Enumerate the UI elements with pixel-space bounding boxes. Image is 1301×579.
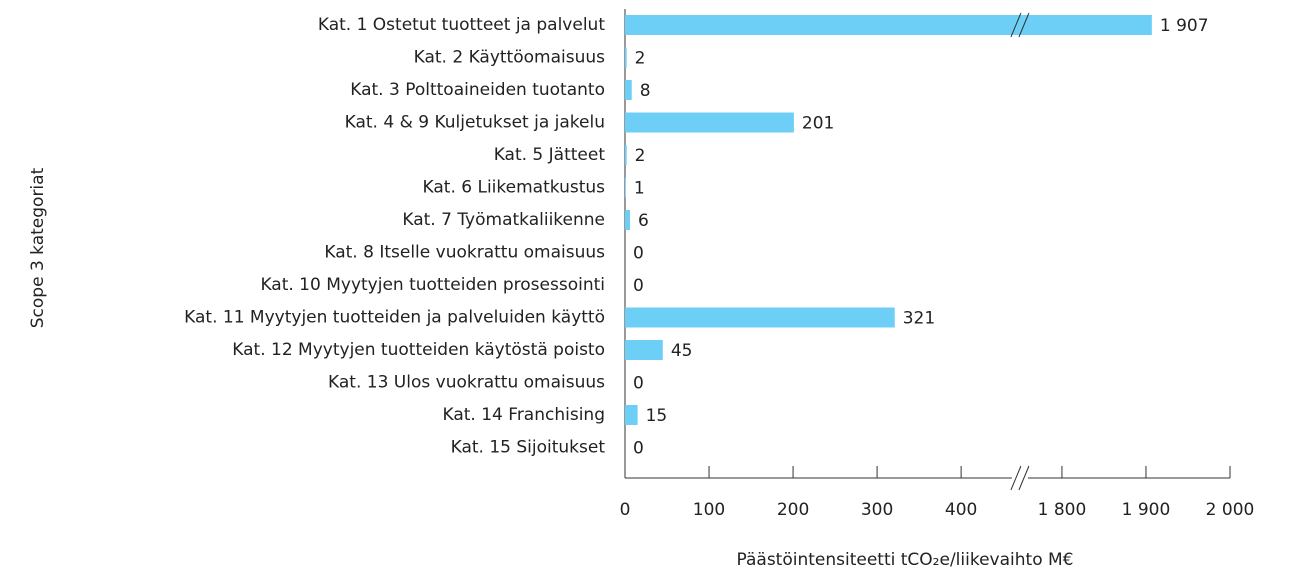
y-tick-label: Kat. 15 Sijoitukset	[451, 438, 606, 458]
value-label: 1	[634, 179, 645, 199]
axis-break	[1010, 12, 1022, 38]
value-label: 15	[646, 406, 668, 426]
y-tick-label: Kat. 3 Polttoaineiden tuotanto	[350, 80, 605, 100]
value-label: 0	[633, 276, 644, 296]
y-tick-label: Kat. 5 Jätteet	[494, 145, 606, 165]
axis-break	[1018, 12, 1030, 38]
x-tick-label: 400	[945, 500, 977, 520]
value-label: 2	[635, 146, 646, 166]
value-label: 2	[635, 49, 646, 69]
y-tick-label: Kat. 12 Myytyjen tuotteiden käytöstä poi…	[232, 340, 605, 360]
x-tick-label: 1 900	[1122, 500, 1171, 520]
x-tick-label: 2 000	[1206, 500, 1255, 520]
x-tick-label: 200	[777, 500, 809, 520]
value-label: 0	[633, 439, 644, 459]
y-tick-label: Kat. 7 Työmatkaliikenne	[402, 210, 605, 230]
axis-break	[1018, 465, 1030, 491]
bar	[625, 340, 663, 360]
bar	[625, 47, 627, 68]
y-tick-label: Kat. 8 Itselle vuokrattu omaisuus	[324, 243, 605, 263]
y-tick-label: Kat. 6 Liikematkustus	[423, 178, 606, 198]
axis-break	[1010, 465, 1022, 491]
bar	[625, 112, 794, 133]
bar	[625, 405, 638, 425]
value-label: 0	[633, 244, 644, 264]
y-tick-label: Kat. 1 Ostetut tuotteet ja palvelut	[318, 15, 605, 35]
bar	[625, 210, 631, 230]
value-label: 1 907	[1160, 16, 1209, 36]
y-axis-title: Scope 3 kategoriat	[28, 167, 48, 328]
y-tick-label: Kat. 14 Franchising	[443, 405, 606, 425]
bar	[625, 15, 1152, 35]
value-label: 201	[802, 114, 834, 134]
y-tick-label: Kat. 11 Myytyjen tuotteiden ja palveluid…	[184, 308, 605, 328]
y-tick-label: Kat. 4 & 9 Kuljetukset ja jakelu	[345, 113, 605, 133]
y-tick-label: Kat. 10 Myytyjen tuotteiden prosessointi	[260, 275, 605, 295]
y-tick-label: Kat. 2 Käyttöomaisuus	[414, 48, 606, 68]
bar	[625, 80, 632, 100]
bar	[625, 307, 895, 328]
x-tick-label: 100	[693, 500, 725, 520]
x-tick-label: 1 800	[1038, 500, 1087, 520]
value-label: 0	[633, 374, 644, 394]
y-tick-label: Kat. 13 Ulos vuokrattu omaisuus	[328, 373, 605, 393]
x-axis-title: Päästöintensiteetti tCO₂e/liikevaihto M€	[737, 550, 1074, 570]
bar	[625, 145, 627, 165]
value-label: 321	[903, 309, 935, 329]
value-label: 45	[671, 341, 693, 361]
bar	[625, 177, 626, 198]
x-tick-label: 300	[861, 500, 893, 520]
x-tick-label: 0	[620, 500, 631, 520]
value-label: 8	[640, 81, 651, 101]
value-label: 6	[638, 211, 649, 231]
